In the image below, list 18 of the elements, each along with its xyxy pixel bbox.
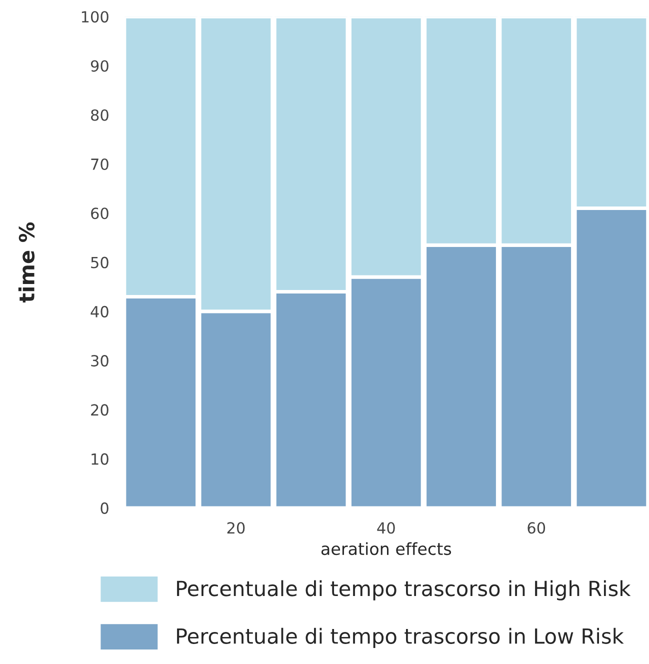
y-tick-label: 60 (91, 208, 108, 220)
x-axis-title: aeration effects (321, 542, 452, 556)
x-tick-label: 60 (528, 522, 546, 534)
x-tick-label: 40 (377, 522, 395, 534)
legend-label: Percentuale di tempo trascorso in High Risk (177, 580, 631, 600)
y-tick-label: 50 (91, 256, 108, 268)
y-tick-label: 70 (91, 158, 108, 170)
y-tick-label: 100 (82, 11, 108, 23)
y-tick-label: 30 (91, 355, 108, 367)
y-tick-label: 90 (90, 60, 108, 72)
x-tick-label: 20 (227, 522, 245, 534)
y-axis-title: time % (18, 222, 35, 303)
legend-label: Percentuale di tempo trascorso in Low Risk (177, 628, 624, 648)
y-tick-label: 40 (90, 306, 108, 318)
y-tick-label: 0 (100, 502, 108, 514)
y-tick-label: 80 (91, 109, 108, 121)
y-tick-label: 20 (91, 404, 108, 416)
y-tick-label: 10 (92, 453, 108, 465)
